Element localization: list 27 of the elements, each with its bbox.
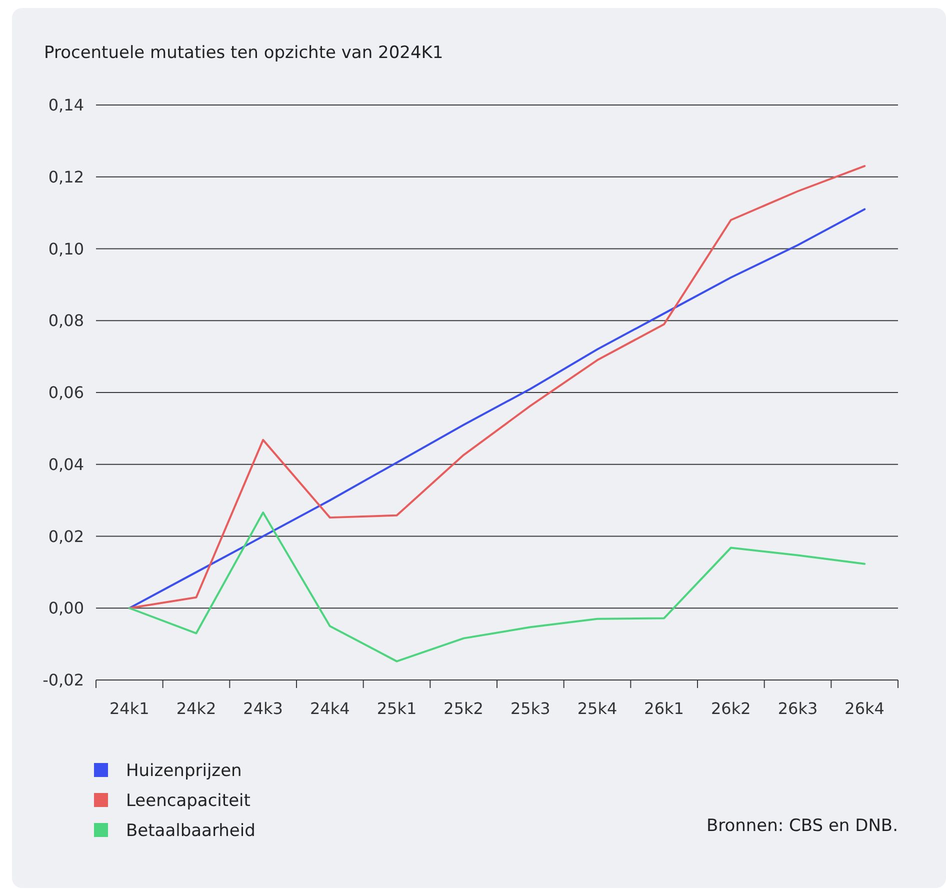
y-tick-label: 0,08 xyxy=(48,311,84,330)
x-tick-label: 26k1 xyxy=(644,699,684,718)
x-tick-label: 26k2 xyxy=(711,699,751,718)
y-tick-label: -0,02 xyxy=(42,670,84,690)
chart-title: Procentuele mutaties ten opzichte van 2024K1 xyxy=(44,43,444,63)
y-tick-label: 0,04 xyxy=(48,454,84,474)
y-tick-label: 0,14 xyxy=(48,96,84,115)
x-tick-label: 24k3 xyxy=(243,699,283,718)
x-tick-label: 24k4 xyxy=(310,699,350,718)
x-tick-label: 25k1 xyxy=(376,699,417,718)
y-tick-label: 0,10 xyxy=(48,239,84,258)
line-series xyxy=(128,512,866,662)
x-tick-label: 24k1 xyxy=(110,699,150,718)
x-tick-label: 25k3 xyxy=(510,699,550,718)
legend-label: Leencapaciteit xyxy=(126,790,251,811)
legend-label: Betaalbaarheid xyxy=(126,820,256,841)
y-tick-label: 0,06 xyxy=(48,383,84,402)
y-tick-label: 0,12 xyxy=(48,167,84,186)
legend-label: Huizenprijzen xyxy=(126,760,242,781)
x-tick-label: 25k4 xyxy=(577,699,618,718)
y-tick-label: 0,00 xyxy=(48,598,84,618)
x-tick-label: 24k2 xyxy=(176,699,216,718)
y-tick-label: 0,02 xyxy=(48,526,84,546)
text: Bronnen: CBS en DNB. xyxy=(706,816,898,836)
x-tick-label: 26k3 xyxy=(778,699,818,718)
x-tick-label: 25k2 xyxy=(444,699,484,718)
x-tick-label: 26k4 xyxy=(844,699,884,718)
